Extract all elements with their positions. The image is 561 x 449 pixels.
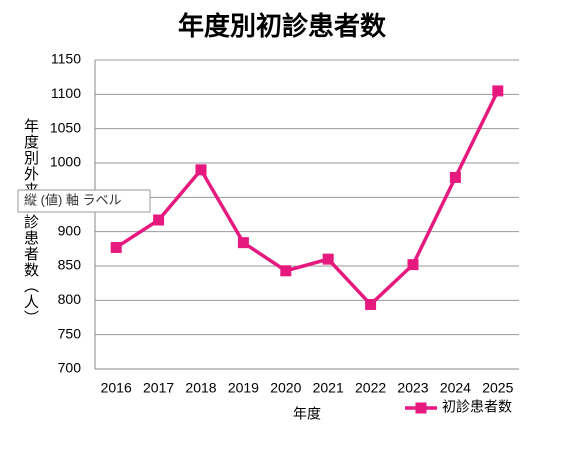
- y-tick-label: 1000: [50, 154, 81, 170]
- tooltip-text: 縦 (値) 軸 ラベル: [24, 192, 122, 207]
- x-tick-label: 2018: [185, 380, 216, 396]
- y-tick-label: 750: [58, 325, 82, 341]
- marker: [110, 241, 122, 253]
- y-axis-label: 年度別外来初診患者数（人）: [22, 118, 39, 326]
- x-tick-label: 2022: [355, 380, 386, 396]
- x-tick-label: 2025: [482, 380, 513, 396]
- marker: [280, 265, 292, 277]
- y-tick-label: 850: [58, 257, 82, 273]
- y-tick-label: 800: [58, 291, 82, 307]
- marker: [195, 164, 207, 176]
- y-tick-label: 700: [58, 360, 82, 376]
- marker: [237, 237, 249, 249]
- tooltip: 縦 (値) 軸 ラベル: [17, 189, 151, 213]
- legend-label: 初診患者数: [442, 399, 512, 415]
- x-tick-label: 2024: [440, 380, 471, 396]
- y-tick-label: 1150: [51, 51, 81, 67]
- plot-area: 7007508008509009501000105011001150201620…: [50, 51, 519, 396]
- x-tick-label: 2019: [228, 380, 259, 396]
- tooltip-box: [17, 189, 151, 213]
- y-tick-label: 1100: [51, 85, 81, 101]
- marker: [365, 298, 377, 310]
- series-line: [115, 90, 500, 307]
- legend-swatch-marker: [415, 402, 427, 414]
- marker: [153, 214, 165, 226]
- marker: [322, 253, 334, 265]
- y-tick-label: 900: [58, 222, 82, 238]
- x-tick-label: 2021: [313, 380, 344, 396]
- x-tick-label: 2023: [397, 380, 428, 396]
- y-tick-label: 1050: [50, 119, 81, 135]
- x-tick-label: 2017: [143, 380, 174, 396]
- marker: [449, 171, 461, 183]
- x-tick-label: 2016: [101, 380, 132, 396]
- marker: [492, 85, 504, 97]
- x-axis-label: 年度: [293, 406, 321, 422]
- marker: [407, 259, 419, 271]
- chart-title: 年度別初診患者数: [178, 11, 387, 41]
- x-tick-label: 2020: [270, 380, 301, 396]
